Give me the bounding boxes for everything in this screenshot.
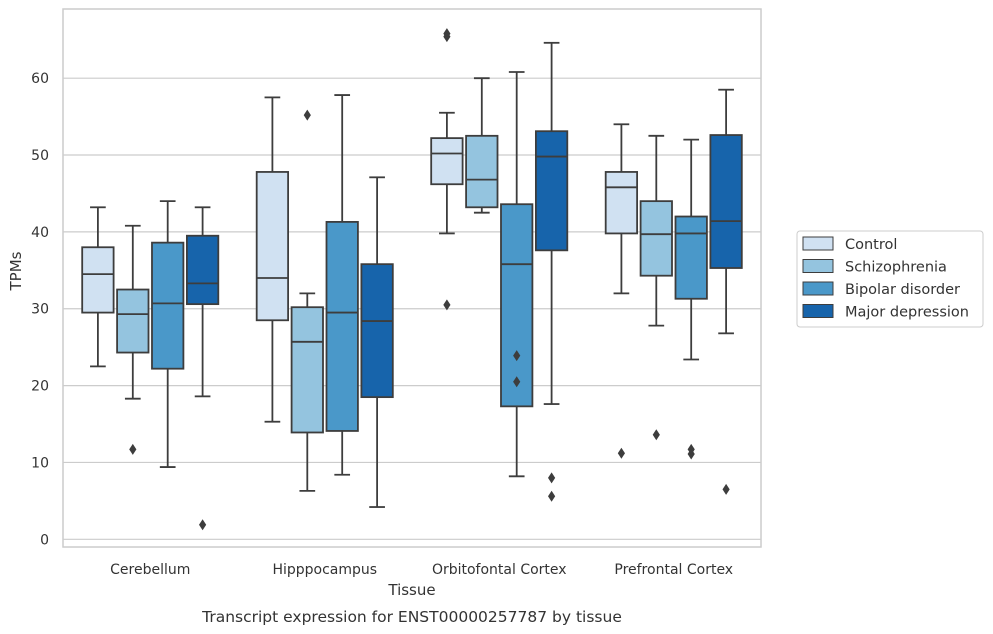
series-schizophrenia xyxy=(116,77,673,492)
legend-swatch xyxy=(802,304,834,318)
x-tick-label: Hipppocampus xyxy=(272,562,377,578)
box xyxy=(185,206,220,531)
y-tick-label: 0 xyxy=(40,532,49,548)
box-iqr xyxy=(116,288,150,354)
box-iqr xyxy=(290,306,324,434)
outlier-point xyxy=(722,483,730,495)
outlier-point xyxy=(513,376,521,388)
outlier-point xyxy=(617,447,625,459)
outlier-point xyxy=(687,443,695,455)
box xyxy=(674,138,708,460)
series-bipolar-disorder xyxy=(151,71,708,478)
legend-item: Bipolar disorder xyxy=(802,281,960,298)
x-axis-ticks: Cerebellum Hipppocampus Orbitofontal Corte… xyxy=(110,562,733,578)
box xyxy=(81,206,115,368)
box xyxy=(325,94,359,476)
box xyxy=(465,77,499,214)
box-iqr xyxy=(185,234,220,306)
x-axis-label: Tissue xyxy=(387,581,435,599)
y-tick-label: 40 xyxy=(31,225,49,241)
box xyxy=(290,109,324,492)
outlier-point xyxy=(303,109,311,121)
box-iqr xyxy=(81,246,115,314)
outlier-point xyxy=(199,519,207,531)
box-iqr xyxy=(430,137,464,186)
plot-frame xyxy=(62,8,762,548)
box xyxy=(639,134,673,441)
outlier-point xyxy=(548,490,556,502)
y-axis-ticks: 0 10 20 30 40 50 60 xyxy=(31,71,49,548)
box-iqr xyxy=(500,203,534,408)
box-iqr xyxy=(709,134,743,269)
legend-swatch xyxy=(802,281,834,296)
box xyxy=(534,41,569,502)
box xyxy=(500,71,534,478)
y-tick-label: 50 xyxy=(31,148,49,164)
box xyxy=(604,123,639,459)
box xyxy=(255,96,290,423)
outlier-point xyxy=(129,443,137,455)
x-tick-label: Orbitofontal Cortex xyxy=(432,562,567,578)
legend-label: Major depression xyxy=(845,305,969,321)
box-iqr xyxy=(604,171,639,235)
y-tick-label: 10 xyxy=(31,455,49,471)
box-plot-series xyxy=(81,28,743,531)
box-iqr xyxy=(465,134,499,209)
box-iqr xyxy=(534,130,569,252)
legend-item: Schizophrenia xyxy=(802,259,947,276)
legend-label: Schizophrenia xyxy=(845,260,947,276)
legend-item: Major depression xyxy=(802,304,969,321)
box xyxy=(151,200,185,468)
chart-caption: Transcript expression for ENST0000025778… xyxy=(201,608,622,626)
legend-item: Control xyxy=(802,236,897,253)
box xyxy=(709,88,743,495)
outlier-point xyxy=(443,28,451,40)
box xyxy=(430,28,464,311)
series-major-depression xyxy=(185,41,743,531)
box-iqr xyxy=(674,215,708,300)
legend-label: Bipolar disorder xyxy=(845,282,960,298)
y-tick-label: 20 xyxy=(31,379,49,395)
box-iqr xyxy=(325,220,359,432)
box-iqr xyxy=(151,241,185,370)
x-tick-label: Cerebellum xyxy=(110,562,190,578)
box-iqr xyxy=(255,171,290,322)
legend-swatch xyxy=(802,259,834,273)
y-tick-label: 60 xyxy=(31,71,49,87)
legend: Control Schizophrenia Bipolar disorder Majo… xyxy=(796,230,984,328)
series-control xyxy=(81,28,639,459)
legend-frame xyxy=(796,230,984,328)
legend-swatch xyxy=(802,236,834,251)
x-tick-label: Prefrontal Cortex xyxy=(614,562,733,578)
y-tick-label: 30 xyxy=(31,302,49,318)
outlier-point xyxy=(513,350,521,362)
box-iqr xyxy=(360,263,394,399)
outlier-point xyxy=(652,429,660,441)
outlier-point xyxy=(443,299,451,311)
outlier-point xyxy=(548,472,556,484)
box xyxy=(116,224,150,455)
y-axis-label: TPMs xyxy=(7,251,25,291)
box xyxy=(360,176,394,508)
legend-label: Control xyxy=(845,237,897,253)
box-iqr xyxy=(639,200,673,277)
